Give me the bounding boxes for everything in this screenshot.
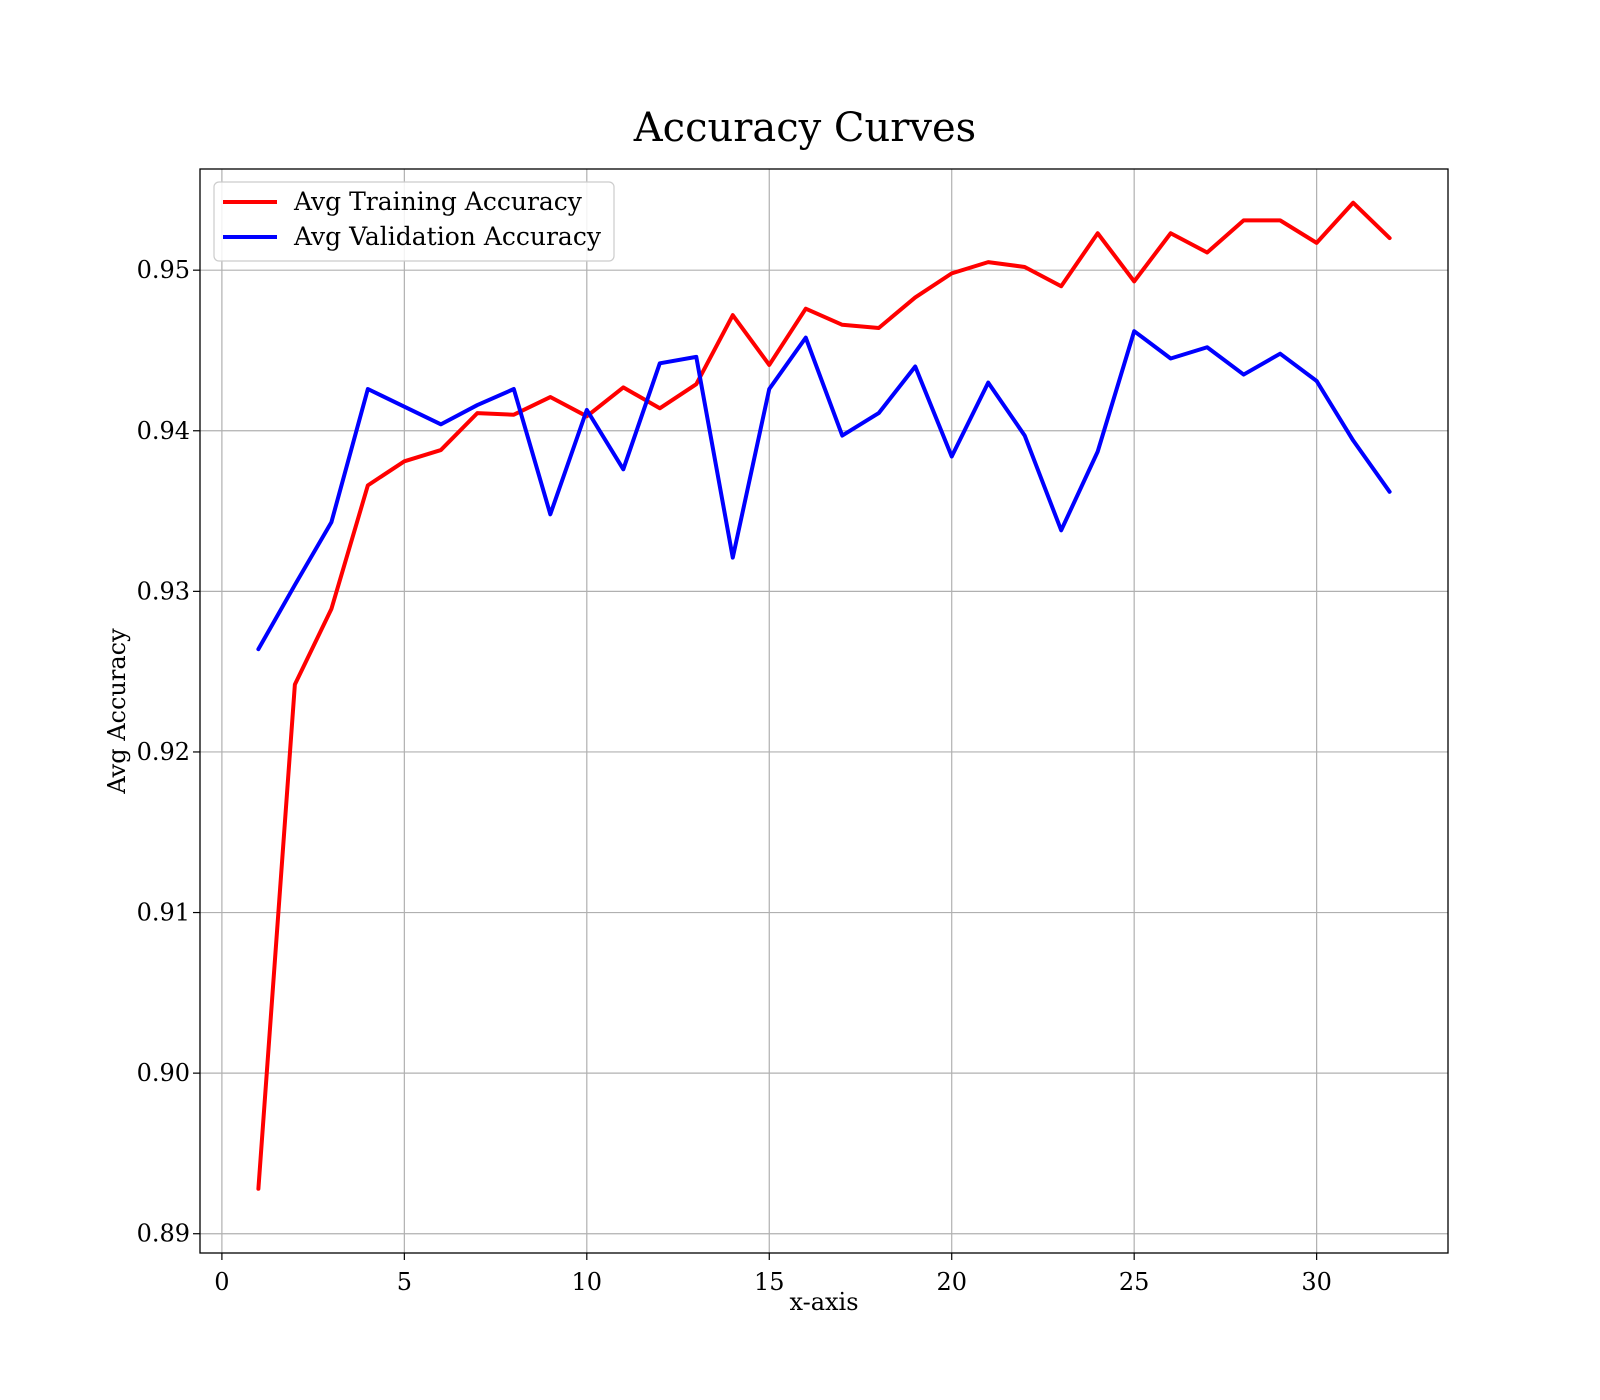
x-axis-label: x-axis: [789, 1288, 858, 1316]
x-tick-label: 30: [1301, 1268, 1332, 1296]
x-tick-label: 15: [754, 1268, 785, 1296]
y-tick-label: 0.93: [137, 577, 190, 605]
legend-label-training: Avg Training Accuracy: [293, 187, 583, 216]
x-tick-label: 20: [936, 1268, 967, 1296]
x-tick-label: 0: [214, 1268, 229, 1296]
x-tick-label: 10: [572, 1268, 603, 1296]
training-accuracy-line: [256, 200, 1392, 1191]
series-lines: [256, 200, 1392, 1191]
validation-accuracy-line: [256, 329, 1392, 652]
y-tick-label: 0.91: [137, 899, 190, 927]
y-tick-label: 0.95: [137, 256, 190, 284]
legend-label-validation: Avg Validation Accuracy: [293, 222, 602, 251]
y-tick-label: 0.89: [137, 1220, 190, 1248]
grid: [200, 169, 1448, 1253]
y-tick-label: 0.92: [137, 738, 190, 766]
chart-title: Accuracy Curves: [633, 105, 976, 151]
legend-box: [213, 181, 615, 262]
y-tick-label: 0.90: [137, 1059, 190, 1087]
y-tick-label: 0.94: [137, 417, 190, 445]
y-axis-label: Avg Accuracy: [103, 628, 131, 795]
x-tick-label: 25: [1119, 1268, 1150, 1296]
plot-frame: [199, 168, 1449, 1254]
axis-ticks: 0 5 10 15 20 25 30 0.89 0.90 0.91 0.92 0.93 0.94 0.95: [137, 256, 1332, 1296]
legend: Avg Training Accuracy Avg Validation Acc…: [213, 181, 615, 262]
x-tick-label: 5: [397, 1268, 412, 1296]
